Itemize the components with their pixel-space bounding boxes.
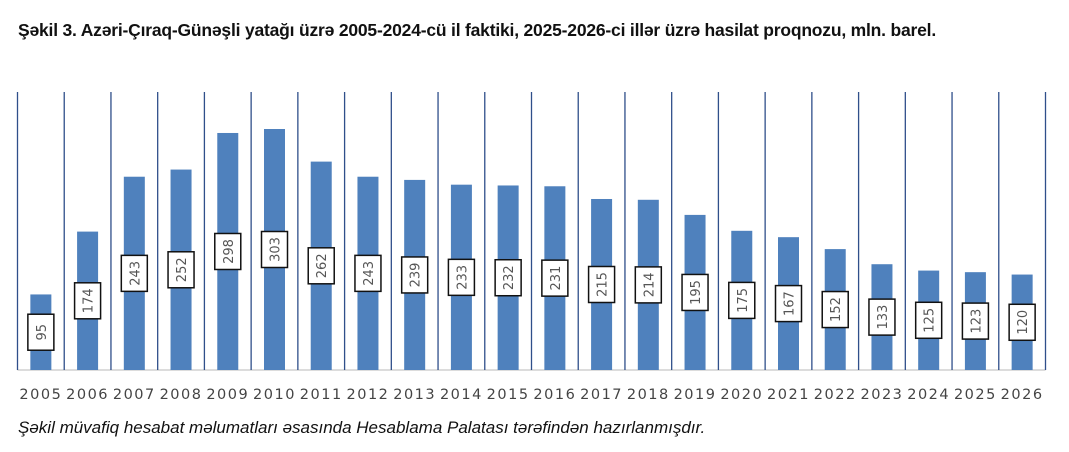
data-label-box (914, 301, 943, 340)
x-tick-label: 2015 (487, 387, 530, 403)
data-label: 231 (549, 266, 564, 291)
x-tick-label: 2011 (300, 387, 343, 403)
data-label-box (447, 258, 476, 297)
data-label-box (354, 254, 382, 293)
x-tick-label: 2023 (861, 387, 904, 403)
data-label: 214 (642, 272, 657, 297)
x-tick-label: 2008 (160, 387, 203, 403)
data-label: 298 (222, 239, 237, 264)
data-label: 239 (409, 263, 424, 288)
data-label: 243 (362, 261, 377, 286)
x-tick-label: 2010 (253, 387, 296, 403)
data-label-box (167, 251, 195, 289)
x-tick-label: 2006 (66, 387, 109, 403)
chart-title: Şəkil 3. Azəri-Çıraq-Günəşli yatağı üzrə… (18, 20, 936, 40)
x-tick-label: 2022 (814, 387, 857, 403)
data-label: 175 (736, 288, 751, 313)
data-label-box (214, 232, 242, 271)
x-tick-label: 2019 (674, 387, 717, 403)
x-tick-label: 2016 (533, 387, 576, 403)
x-tick-label: 2007 (113, 387, 156, 403)
data-label: 123 (969, 309, 984, 334)
data-label: 174 (82, 288, 97, 313)
data-label-box (728, 281, 756, 320)
data-label-box (587, 265, 616, 304)
x-tick-label: 2021 (767, 387, 810, 403)
data-label: 195 (689, 280, 704, 305)
data-label: 303 (269, 237, 284, 262)
data-label-box (73, 282, 102, 320)
x-tick-label: 2005 (19, 387, 62, 403)
x-tick-label: 2013 (393, 387, 436, 403)
x-tick-label: 2012 (347, 387, 390, 403)
data-label-box (681, 273, 709, 312)
data-label-box (307, 247, 335, 285)
x-tick-label: 2014 (440, 387, 483, 403)
data-label: 243 (128, 261, 143, 286)
data-label-box (774, 284, 803, 323)
data-label: 233 (455, 265, 470, 290)
data-label-box (494, 258, 522, 297)
data-label-box (400, 256, 429, 294)
x-tick-label: 2009 (206, 387, 249, 403)
data-label: 262 (315, 253, 330, 278)
data-label-box (120, 254, 149, 293)
data-label-box (541, 259, 569, 297)
x-tick-label: 2026 (1001, 387, 1044, 403)
x-tick-label: 2018 (627, 387, 670, 403)
data-label-box (634, 266, 663, 304)
data-label: 232 (502, 265, 517, 290)
x-tick-label: 2024 (907, 387, 950, 403)
data-label-box (260, 230, 289, 269)
data-label: 120 (1016, 310, 1031, 335)
x-tick-label: 2017 (580, 387, 623, 403)
data-label-box (868, 298, 896, 336)
data-label: 125 (923, 308, 938, 333)
data-label: 95 (35, 324, 50, 341)
data-label-box (961, 302, 990, 340)
data-label-box (821, 290, 849, 329)
bar-chart: 95 2005 174 2006 243 2007 252 2008 298 2009 303 201… (16, 92, 1047, 403)
source-note: Şəkil müvafiq hesabat məlumatları əsasın… (18, 418, 706, 437)
data-label-box (27, 313, 55, 351)
x-tick-label: 2025 (954, 387, 997, 403)
data-label: 133 (876, 305, 891, 330)
data-label: 167 (783, 291, 798, 316)
data-label: 152 (829, 297, 844, 322)
data-label: 215 (596, 272, 611, 297)
x-tick-label: 2020 (720, 387, 763, 403)
data-label-box (1008, 303, 1036, 342)
data-label: 252 (175, 257, 190, 282)
